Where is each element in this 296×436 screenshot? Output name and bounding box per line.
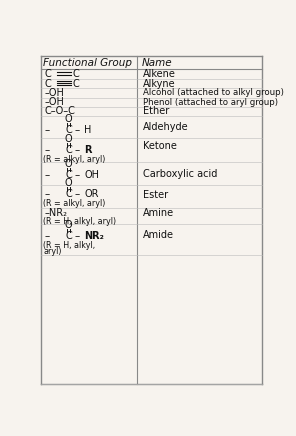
Text: Phenol (attached to aryl group): Phenol (attached to aryl group) bbox=[143, 98, 278, 107]
Text: (R = alkyl, aryl): (R = alkyl, aryl) bbox=[44, 155, 106, 164]
Text: C: C bbox=[45, 69, 51, 79]
Text: Name: Name bbox=[141, 58, 172, 68]
Text: O: O bbox=[65, 114, 73, 124]
Text: C: C bbox=[65, 170, 72, 180]
Text: –: – bbox=[45, 145, 50, 155]
Text: Ether: Ether bbox=[143, 106, 169, 116]
Text: C: C bbox=[72, 78, 79, 89]
Text: –: – bbox=[45, 189, 50, 199]
Text: O: O bbox=[65, 134, 73, 144]
Text: –: – bbox=[74, 145, 80, 155]
Text: Amide: Amide bbox=[143, 230, 173, 240]
Text: Carboxylic acid: Carboxylic acid bbox=[143, 169, 217, 178]
Text: Amine: Amine bbox=[143, 208, 174, 218]
Text: C: C bbox=[65, 231, 72, 241]
Text: Alkyne: Alkyne bbox=[143, 78, 175, 89]
Text: Alkene: Alkene bbox=[143, 69, 176, 79]
Text: OH: OH bbox=[84, 170, 99, 180]
Text: C: C bbox=[65, 125, 72, 135]
Text: C: C bbox=[65, 145, 72, 155]
Text: R: R bbox=[84, 145, 92, 155]
Text: (R = alkyl, aryl): (R = alkyl, aryl) bbox=[44, 199, 106, 208]
Text: –: – bbox=[74, 189, 80, 199]
Text: C–O–C: C–O–C bbox=[45, 106, 75, 116]
Text: (R = H, alkyl, aryl): (R = H, alkyl, aryl) bbox=[44, 217, 117, 226]
Text: –NR₂: –NR₂ bbox=[45, 208, 67, 218]
Text: –OH: –OH bbox=[45, 97, 65, 107]
Text: H: H bbox=[84, 125, 92, 135]
Text: aryl): aryl) bbox=[44, 247, 62, 256]
Text: OR: OR bbox=[84, 189, 99, 199]
Text: Aldehyde: Aldehyde bbox=[143, 122, 188, 132]
Text: O: O bbox=[65, 178, 73, 188]
Text: –: – bbox=[74, 125, 80, 135]
Text: –OH: –OH bbox=[45, 88, 65, 98]
Text: O: O bbox=[65, 220, 73, 230]
Text: –: – bbox=[74, 170, 80, 180]
Text: NR₂: NR₂ bbox=[84, 231, 104, 241]
Text: –: – bbox=[45, 231, 50, 241]
Text: C: C bbox=[65, 189, 72, 199]
Text: –: – bbox=[45, 170, 50, 180]
Text: O: O bbox=[65, 159, 73, 169]
Text: Alcohol (attached to alkyl group): Alcohol (attached to alkyl group) bbox=[143, 89, 283, 97]
Text: Ketone: Ketone bbox=[143, 140, 176, 150]
Text: –: – bbox=[74, 231, 80, 241]
Text: Functional Group: Functional Group bbox=[44, 58, 132, 68]
Text: (R = H, alkyl,: (R = H, alkyl, bbox=[44, 241, 96, 250]
Text: C: C bbox=[45, 78, 51, 89]
Text: Ester: Ester bbox=[143, 191, 168, 200]
Text: –: – bbox=[45, 125, 50, 135]
Text: C: C bbox=[72, 69, 79, 79]
